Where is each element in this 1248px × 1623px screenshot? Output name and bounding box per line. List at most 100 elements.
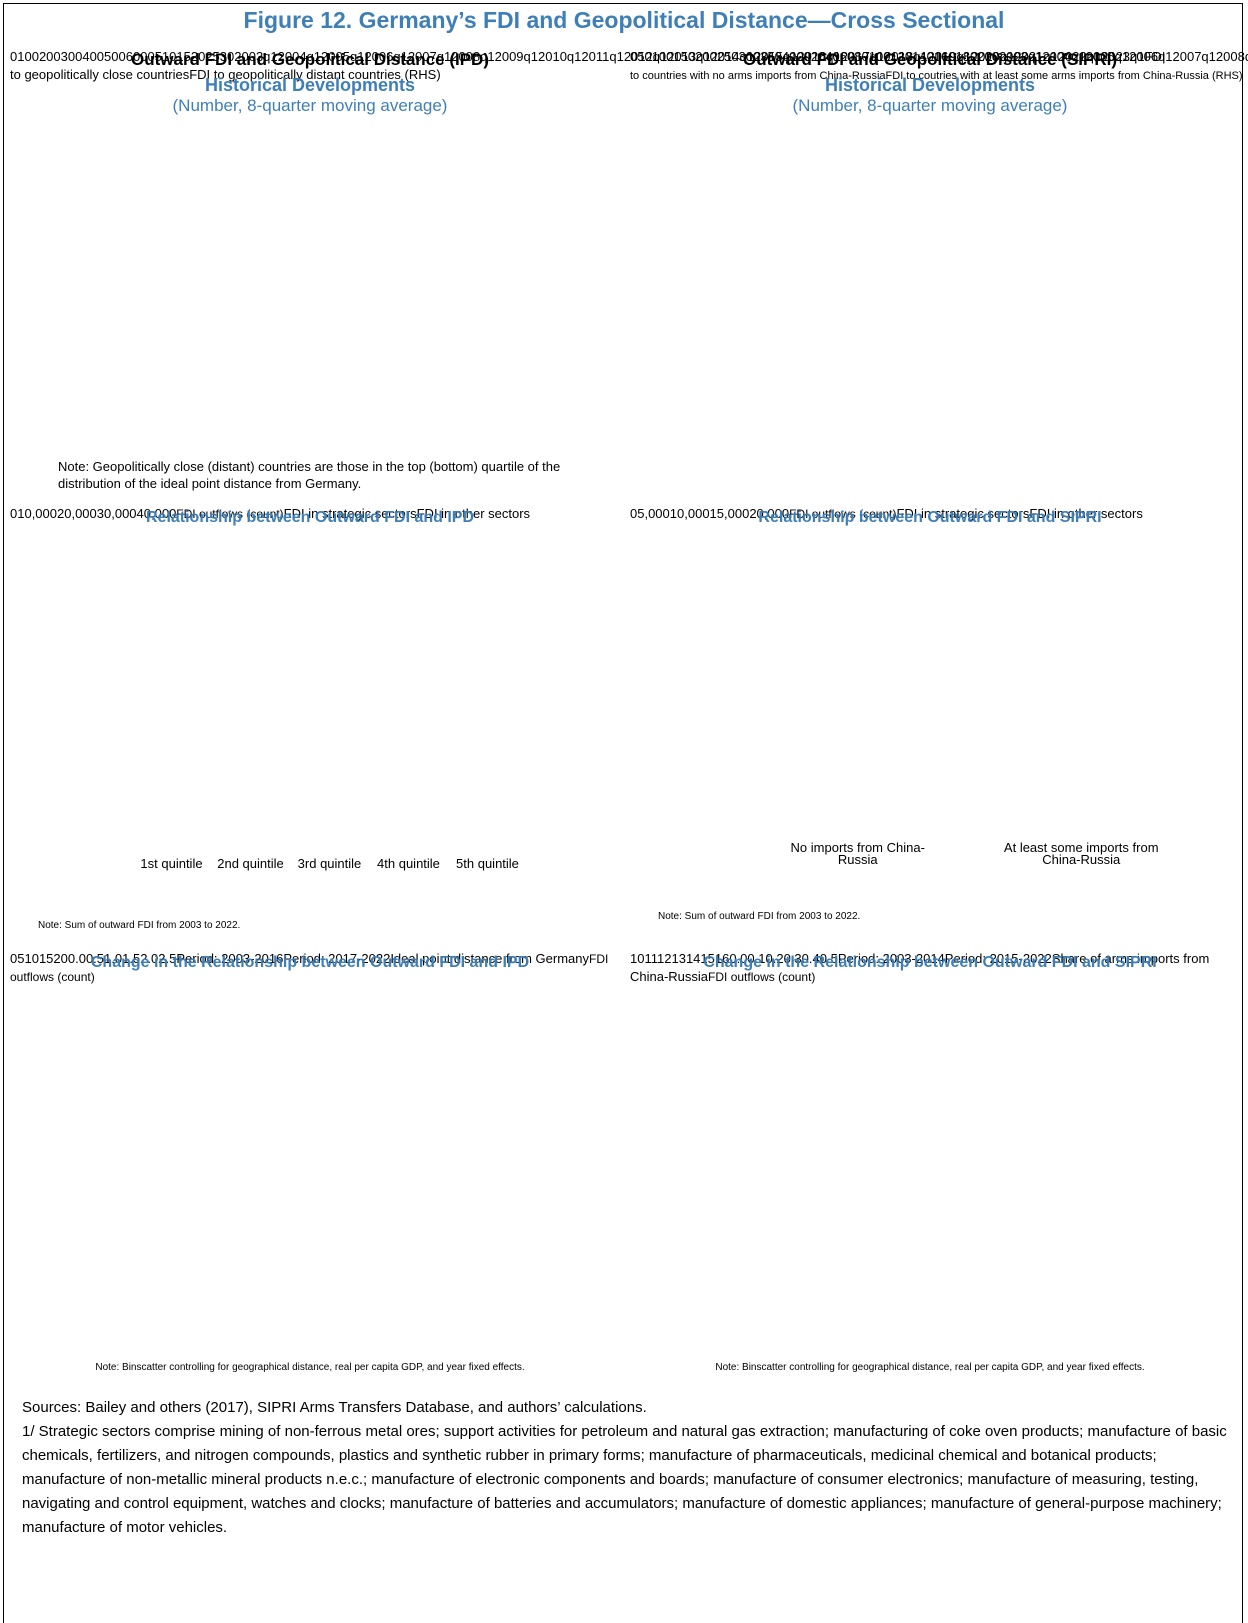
x-tick-label: 0.5 (85, 951, 105, 966)
y-tick-label: 0 (10, 49, 18, 64)
legend-label: FDI to geopolitically distant countries … (189, 67, 441, 82)
x-tick-label: 2013q1 (667, 49, 711, 64)
y-tick-label: 0 (147, 49, 155, 64)
chart-note: Note: Sum of outward FDI from 2003 to 20… (658, 911, 861, 922)
chart-note: Note: Binscatter controlling for geograp… (95, 1362, 525, 1373)
chart-panel: 05,00010,00015,00020,000FDI outflows (co… (630, 505, 1230, 945)
chart-panel: 01002003004005006000510152025302003q1200… (10, 48, 1165, 498)
y-tick-label: 40 (825, 49, 840, 64)
y-tick-label: 5 (17, 951, 25, 966)
y-axis-label: FDI outflows (count) (789, 507, 897, 521)
x-tick-label: 4th quintile (377, 856, 440, 871)
legend-label: FDI to geopolitically close countries (10, 49, 1166, 82)
y-axis-label: FDI outflows (count) (10, 952, 609, 984)
y-tick-label: 10,000 (669, 506, 710, 521)
y-tick-label: 12 (657, 951, 672, 966)
chart-title: Change in the Relationship between Outwa… (703, 954, 1157, 971)
x-tick-label: 2007q1 (407, 49, 452, 64)
y-tick-label: 20,000 (57, 506, 97, 521)
y-tick-label: 14 (685, 951, 701, 966)
x-tick-label: 0.0 (729, 951, 748, 966)
x-tick-label: 2021q1 (1014, 49, 1058, 64)
x-tick-label: 2.0 (140, 951, 159, 966)
chart: 101112131415160.00.10.20.30.40.5Period: … (630, 950, 1230, 986)
x-tick-label: 0.3 (783, 951, 802, 966)
legend-label: Period: 2003-2014 (837, 951, 945, 966)
y-tick-label: 16 (714, 951, 730, 966)
x-tick-label: 1st quintile (140, 856, 203, 871)
x-tick-label: 2012q1 (623, 49, 668, 64)
x-axis-label: Share of arms imports from China-Russia (630, 951, 1210, 984)
chart-title: Change in the Relationship between Outwa… (90, 954, 530, 971)
y-tick-label: 80 (854, 49, 869, 64)
x-tick-label: 2005q1 (321, 49, 365, 64)
y-tick-label: 15 (38, 951, 54, 966)
y-tick-label: 15,000 (709, 506, 750, 521)
y-tick-label: 20 (190, 49, 206, 64)
x-tick-label: 2015q1 (753, 49, 798, 64)
y-tick-label: 200 (977, 49, 999, 64)
y-tick-label: 400 (82, 49, 105, 64)
x-tick-label: 2008q1 (1215, 49, 1248, 64)
legend-label: FDI in strategic sectors (896, 506, 1030, 521)
y-tick-label: 200 (695, 49, 717, 64)
x-tick-label: 2009q1 (494, 49, 538, 64)
chart: 010,00020,00030,00040,000FDI outflows (c… (10, 505, 530, 523)
chart-note: Note: Sum of outward FDI from 2003 to 20… (38, 920, 241, 931)
x-tick-label: 2005q1 (1085, 49, 1130, 64)
x-tick-label: 2017q1 (840, 49, 885, 64)
x-tick-label: 2006q1 (1129, 49, 1173, 64)
y-tick-label: 15 (700, 951, 715, 966)
x-tick-label: 2019q1 (927, 49, 971, 64)
y-tick-label: 10,000 (17, 506, 57, 521)
chart-units: (Number, 8-quarter moving average) (792, 96, 1068, 115)
legend-label: Period: 2017-2022 (283, 951, 391, 966)
y-axis-label: FDI outflows (count) (176, 507, 284, 521)
y-tick-label: 10 (24, 951, 39, 966)
x-tick-label: 5th quintile (456, 856, 519, 871)
chart-note: Note: Geopolitically close (distant) cou… (58, 459, 561, 491)
y-tick-label: 300 (738, 49, 761, 64)
legend-label: FDI to countries with no arms imports fr… (630, 70, 886, 82)
chart: 01002003004005006000510152025302003q1200… (10, 48, 1165, 84)
y-tick-label: 30,000 (96, 506, 137, 521)
y-tick-label: 20 (53, 951, 68, 966)
chart: 0501001502002503003504000204060801001201… (630, 48, 1248, 84)
x-tick-label: At least some imports from China-Russia (1003, 840, 1159, 867)
y-tick-label: 0 (630, 506, 638, 521)
legend-label: FDI in other sectors (1029, 506, 1143, 521)
y-tick-label: 160 (933, 49, 956, 64)
y-axis-label: FDI outflows (count) (708, 970, 816, 984)
y-tick-label: 25 (205, 49, 220, 64)
y-tick-label: 100 (17, 49, 39, 64)
chart: 05,00010,00015,00020,000FDI outflows (co… (630, 505, 1143, 523)
footnote: 1/ Strategic sectors comprise mining of … (22, 1423, 1227, 1536)
x-tick-label: 2011q1 (581, 49, 624, 64)
y-tick-label: 180 (955, 49, 978, 64)
y-tick-label: 5,000 (637, 506, 670, 521)
y-tick-label: 120 (890, 49, 913, 64)
y-tick-label: 200 (38, 49, 61, 64)
y-tick-label: 40,000 (136, 506, 177, 521)
chart-subtitle: Historical Developments (824, 75, 1036, 95)
x-tick-label: 2022q1 (1057, 49, 1102, 64)
figure-title: Figure 12. Germany’s FDI and Geopolitica… (243, 7, 1005, 33)
y-tick-label: 11 (644, 951, 657, 966)
legend-label: FDI in other sectors (416, 506, 531, 521)
x-tick-label: 2006q1 (364, 49, 408, 64)
frame (3, 3, 1243, 1623)
chart: 051015200.00.51.01.52.02.5Period: 2003-2… (10, 950, 610, 986)
y-tick-label: 0 (10, 951, 18, 966)
legend-label: Period: 2015-2022 (944, 951, 1052, 966)
x-axis-label: Ideal point distance from Germany (390, 951, 590, 966)
x-tick-label: 2004q1 (277, 49, 322, 64)
chart-note: Note: Binscatter controlling for geograp… (715, 1362, 1145, 1373)
x-tick-label: 1.0 (104, 951, 123, 966)
legend-label: FDI to coutries with at least some arms … (885, 70, 1243, 82)
y-tick-label: 10 (630, 951, 645, 966)
chart-title: Outward FDI and Geopolitical Distance (S… (742, 50, 1118, 69)
x-tick-label: 2018q1 (884, 49, 928, 64)
y-tick-label: 50 (637, 49, 652, 64)
x-tick-label: 2.5 (158, 951, 177, 966)
x-tick-label: 2014q1 (710, 49, 754, 64)
